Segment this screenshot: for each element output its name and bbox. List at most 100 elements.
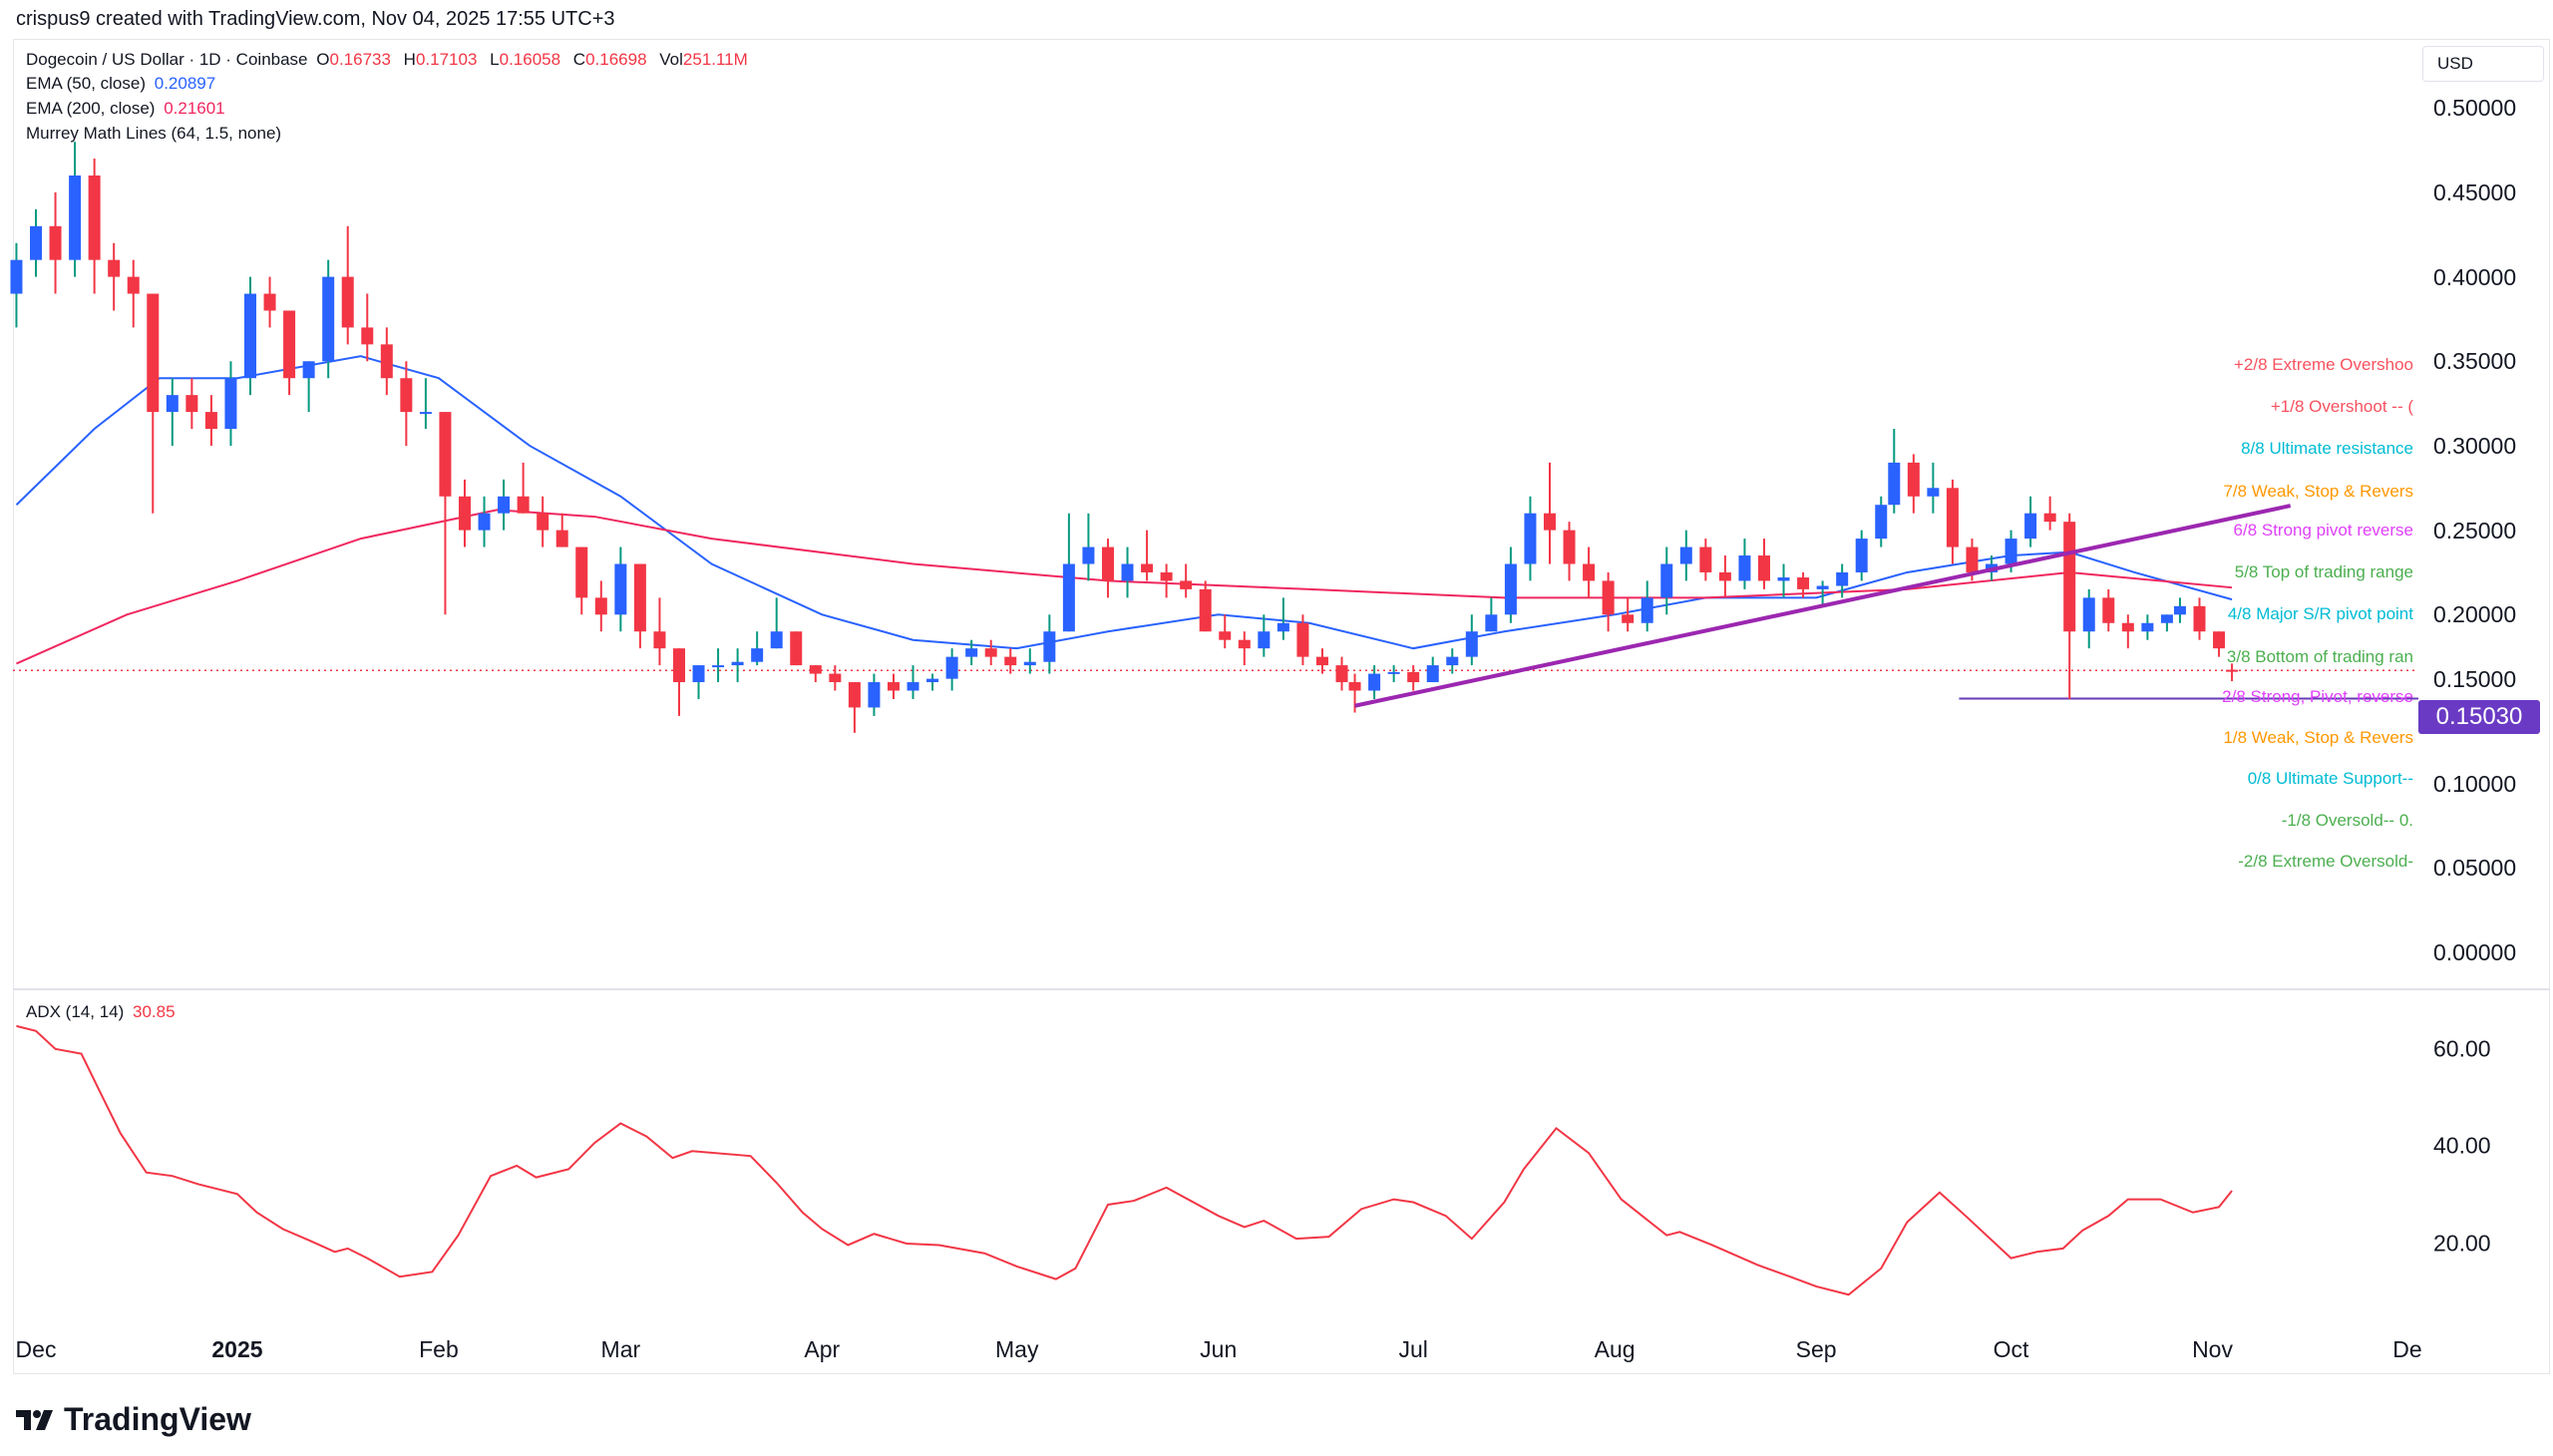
currency-selector[interactable]: USD (2422, 46, 2544, 82)
candle-body (1062, 563, 1075, 632)
candle-body (1258, 631, 1271, 649)
candle (243, 276, 256, 396)
price-tick-label: 0.20000 (2433, 601, 2517, 628)
candle-body (478, 513, 491, 531)
murrey-level-label: 8/8 Ultimate resistance (2241, 439, 2413, 459)
candle-body (1043, 631, 1056, 662)
candle (2141, 614, 2154, 640)
candle (2226, 663, 2239, 682)
candle-body (1180, 580, 1193, 589)
symbol-legend: Dogecoin / US Dollar · 1D · Coinbase O0.… (26, 50, 756, 70)
symbol-title: Dogecoin / US Dollar · 1D · Coinbase (26, 50, 308, 69)
candle (1641, 580, 1653, 632)
candle (1563, 522, 1576, 581)
candle (439, 412, 452, 615)
candle (1160, 563, 1173, 598)
ema50-value: 0.20897 (154, 74, 216, 93)
candle-body (302, 361, 315, 379)
candle (458, 479, 471, 547)
adx-tick-label: 60.00 (2433, 1035, 2491, 1062)
candle-body (1738, 555, 1751, 581)
candle-body (2160, 614, 2173, 623)
candle (400, 361, 413, 446)
candle (2102, 588, 2115, 632)
murrey-level-label: 4/8 Major S/R pivot point (2227, 604, 2413, 624)
candle-body (1446, 656, 1459, 666)
candle-body (751, 648, 764, 662)
time-tick-label: Jul (1398, 1336, 1428, 1362)
adx-value: 30.85 (133, 1002, 176, 1021)
candle (555, 513, 568, 547)
candle (770, 597, 783, 649)
candle-body (1888, 462, 1901, 506)
tradingview-logo[interactable]: TradingView (16, 1401, 251, 1438)
candle-body (2193, 605, 2206, 632)
candle-body (1296, 622, 1309, 657)
candle (1777, 563, 1790, 598)
low-label: L (490, 50, 500, 69)
candle (1927, 462, 1940, 514)
candle-body (517, 496, 530, 514)
chart-frame[interactable] (13, 39, 2550, 1374)
candle-body (1368, 673, 1381, 691)
murrey-level-label: 3/8 Bottom of trading ran (2226, 646, 2413, 666)
adx-legend[interactable]: ADX (14, 14) 30.85 (26, 1002, 180, 1022)
logo-text: TradingView (64, 1401, 251, 1437)
candle (478, 496, 491, 547)
candle-body (1855, 539, 1868, 572)
candle-body (1757, 555, 1770, 581)
candle (2173, 597, 2186, 623)
candle (945, 648, 958, 691)
candle-body (1927, 488, 1940, 497)
candle (653, 597, 666, 666)
ema200-value: 0.21601 (164, 99, 225, 118)
candle-body (283, 310, 296, 379)
time-tick-label: De (2392, 1336, 2422, 1362)
ema200-legend[interactable]: EMA (200, close) 0.21601 (26, 99, 229, 119)
candle (498, 479, 511, 531)
candle (731, 648, 744, 683)
open-value: 0.16733 (329, 50, 391, 69)
time-tick-label: 2025 (211, 1336, 263, 1362)
candle (1296, 614, 1309, 666)
candle (809, 665, 822, 683)
candle (2043, 496, 2056, 531)
ema50-line (15, 355, 2233, 650)
candle (108, 242, 121, 311)
candle (692, 665, 705, 699)
candle-body (1699, 546, 1712, 572)
candle (1699, 539, 1712, 581)
candle (1888, 429, 1901, 514)
murrey-legend[interactable]: Murrey Math Lines (64, 1.5, none) (26, 124, 285, 144)
candle (712, 648, 725, 683)
candle-body (829, 673, 842, 683)
murrey-level-label: 6/8 Strong pivot reverse (2233, 520, 2413, 540)
murrey-level-label: +1/8 Overshoot -- ( (2270, 396, 2413, 416)
candle (1199, 580, 1212, 632)
candle-body (1315, 656, 1328, 666)
time-tick-label: Dec (15, 1336, 57, 1362)
candle-body (2024, 513, 2037, 540)
candle (1855, 530, 1868, 581)
candle (2063, 513, 2076, 699)
candle-body (1797, 577, 1810, 589)
candle-body (49, 225, 62, 260)
candle-body (907, 682, 919, 691)
candle (1907, 454, 1920, 514)
murrey-level-label: 2/8 Strong, Pivot, reverse (2222, 687, 2413, 707)
candle (1258, 614, 1271, 657)
candle (1426, 656, 1439, 683)
high-value: 0.17103 (415, 50, 478, 69)
candle-body (69, 175, 82, 260)
candle-body (1641, 597, 1653, 623)
ema50-legend[interactable]: EMA (50, close) 0.20897 (26, 74, 219, 94)
ascending-trendline (1354, 504, 2292, 708)
candle (341, 225, 354, 345)
candle-body (1946, 488, 1959, 547)
candle-body (1348, 682, 1361, 691)
time-tick-label: May (995, 1336, 1039, 1362)
candle (302, 361, 315, 413)
candle (1101, 539, 1114, 598)
candle (1836, 563, 1849, 598)
